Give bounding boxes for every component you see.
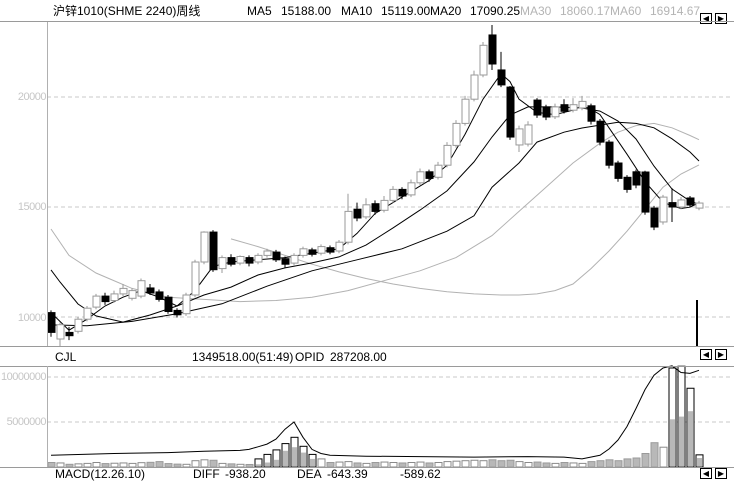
scroll-right-button-volume[interactable]: ▶ [715, 349, 727, 360]
macd-indicator-label: MACD(12.26.10) [55, 467, 146, 481]
ma20-value: 17090.25 [470, 4, 521, 18]
volume-pane-top-border [0, 366, 734, 367]
ma30-label: MA30 [520, 4, 552, 18]
price-tick-20000: 20000 [17, 91, 47, 103]
ma30-value: 18060.17 [560, 4, 611, 18]
ma60-label: MA60 [610, 4, 642, 18]
chart-title: 沪锌1010(SHME 2240)周线 [53, 4, 201, 18]
volume-indicator-label: CJL [55, 350, 77, 364]
ma20-label: MA20 [430, 4, 462, 18]
ma5-value: 15188.00 [281, 4, 332, 18]
price-tick-10000: 10000 [17, 312, 47, 324]
volume-pane-bottom-border [0, 467, 734, 468]
macd-value: -589.62 [400, 467, 441, 481]
scroll-left-button-macd[interactable]: ◀ [700, 468, 712, 479]
dea-value: -643.39 [327, 467, 368, 481]
price-tick-15000: 15000 [17, 201, 47, 213]
price-axis-border [47, 22, 48, 346]
open-interest-value: 287208.00 [330, 350, 387, 364]
volume-tick-10m: 10000000 [1, 371, 46, 383]
volume-value: 1349518.00(51:49) [192, 350, 294, 364]
diff-value: -938.20 [225, 467, 266, 481]
scroll-right-button-macd[interactable]: ▶ [715, 468, 727, 479]
volume-tick-5m: 5000000 [6, 416, 47, 428]
volume-axis-border [47, 366, 48, 467]
scroll-right-button-main[interactable]: ▶ [715, 13, 727, 24]
scroll-left-button-volume[interactable]: ◀ [700, 349, 712, 360]
ma10-value: 15119.00 [381, 4, 431, 18]
dea-label: DEA [297, 467, 322, 481]
ma5-label: MA5 [247, 4, 272, 18]
open-interest-label: OPID [295, 350, 325, 364]
diff-label: DIFF [193, 467, 220, 481]
scroll-left-button-main[interactable]: ◀ [700, 13, 712, 24]
ma10-label: MA10 [341, 4, 373, 18]
price-pane-bottom-border [0, 346, 734, 347]
ma60-value: 16914.67 [650, 4, 701, 18]
header-separator [0, 21, 734, 22]
